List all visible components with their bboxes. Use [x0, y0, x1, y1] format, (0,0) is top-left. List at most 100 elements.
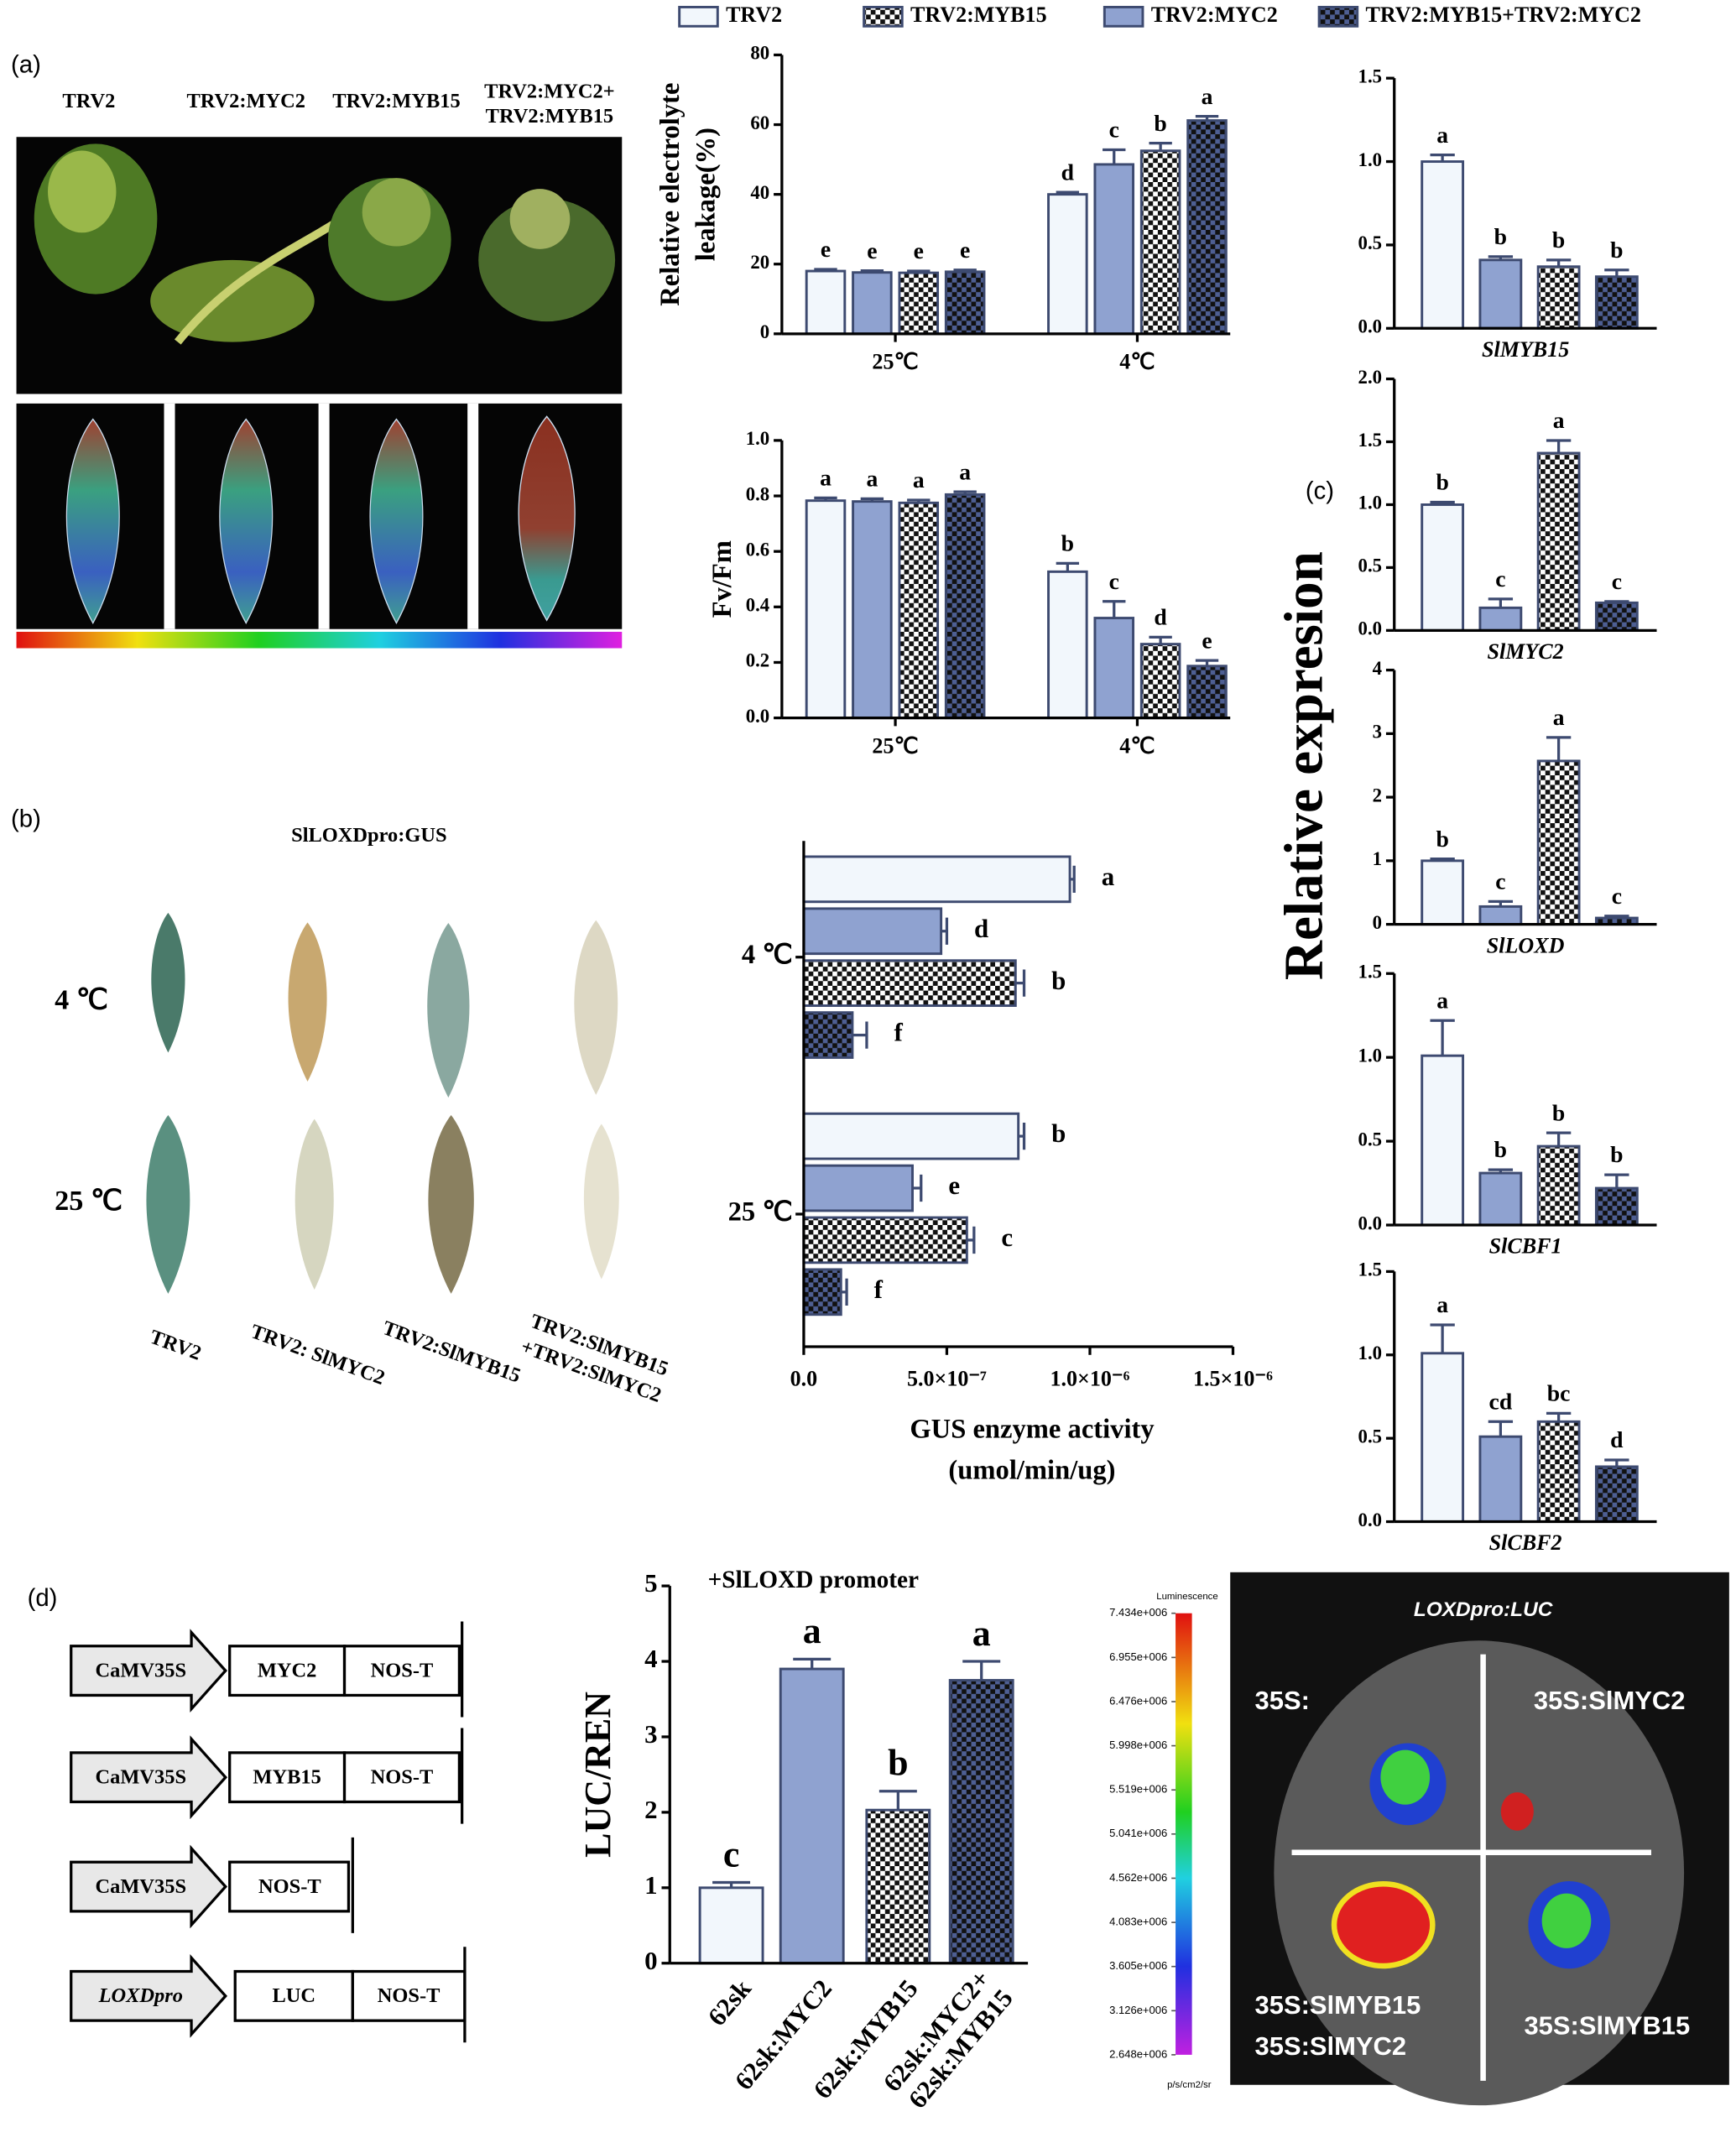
- leaf: [1274, 1640, 1685, 2106]
- significance-letter: b: [1061, 530, 1074, 556]
- significance-letter: b: [1436, 469, 1448, 495]
- bar: [1093, 617, 1135, 720]
- y-tick-label: 0.0: [1358, 316, 1383, 337]
- significance-letter: c: [1612, 883, 1622, 909]
- error-bar: [912, 1174, 923, 1202]
- legend-swatch: [863, 5, 904, 28]
- signal: [1380, 1749, 1431, 1805]
- bar: [1421, 1054, 1465, 1227]
- error-bar: [907, 498, 931, 503]
- error-bar: [793, 1657, 832, 1670]
- x-axis-label: SlCBF1: [1489, 1234, 1562, 1259]
- error-bar: [814, 268, 837, 272]
- y-tick-label: 4 ℃: [742, 940, 793, 970]
- bar: [898, 271, 940, 336]
- plant-photos: TRV2 TRV2:MYC2 TRV2:MYB15 TRV2:MYC2+ TRV…: [16, 81, 623, 649]
- error-bar: [941, 917, 949, 945]
- legend-swatch: [1103, 5, 1144, 28]
- bar: [1478, 1171, 1523, 1227]
- significance-letter: b: [1154, 110, 1166, 136]
- bar: [1536, 759, 1581, 926]
- bar: [944, 270, 986, 336]
- promoter-arrow: [70, 1735, 227, 1820]
- bar: [802, 855, 1071, 904]
- significance-letter: c: [1109, 568, 1119, 594]
- x-axis-label: (umol/min/ug): [948, 1455, 1115, 1485]
- significance-letter: b: [1494, 223, 1507, 249]
- bar: [865, 1808, 931, 1965]
- x-axis-label: SlMYB15: [1482, 337, 1569, 362]
- error-bar: [953, 490, 977, 495]
- significance-letter: e: [948, 1170, 960, 1200]
- plants: [34, 143, 616, 345]
- bar: [1421, 503, 1465, 632]
- error-bar: [1430, 857, 1455, 861]
- bar: [1478, 258, 1523, 330]
- y-tick-label: 1.0: [746, 428, 770, 449]
- error-bar: [1195, 114, 1219, 121]
- bar: [852, 271, 893, 336]
- significance-letter: b: [1552, 227, 1565, 253]
- significance-letter: e: [867, 237, 877, 263]
- y-tick-label: 0: [760, 321, 769, 342]
- bar: [1594, 1465, 1639, 1524]
- y-tick-label: 5: [644, 1568, 657, 1598]
- colorbar-tick-label: 5.041e+006: [1109, 1827, 1167, 1839]
- y-tick-label: 0.0: [1358, 1212, 1383, 1233]
- significance-letter: cd: [1489, 1388, 1513, 1414]
- construct-label: LOXDpro: [98, 1984, 183, 2007]
- x-axis-label: GUS enzyme activity: [910, 1415, 1154, 1445]
- construct-label: LUC: [272, 1984, 315, 2007]
- column-label: TRV2:SlMYB15: [379, 1316, 524, 1387]
- significance-letter: a: [1553, 704, 1565, 730]
- colorbar-tick-label: 4.083e+006: [1109, 1916, 1167, 1928]
- construct-label: CaMV35S: [96, 1765, 187, 1788]
- bar: [898, 501, 940, 720]
- y-tick-label: 2.0: [1358, 367, 1383, 388]
- significance-letter: a: [959, 458, 971, 484]
- quadrant-label: 35S:SlMYB15: [1255, 1990, 1421, 2020]
- y-tick-label: 0.5: [1358, 1129, 1383, 1150]
- bar: [802, 1268, 842, 1316]
- bar: [1421, 160, 1465, 330]
- error-bar: [1488, 1420, 1514, 1437]
- x-tick-label: 4℃: [1119, 733, 1155, 758]
- y-tick-label: 1: [1373, 848, 1382, 869]
- significance-letter: a: [1202, 83, 1213, 109]
- photo-label: TRV2:MYC2+: [484, 81, 615, 103]
- significance-letter: c: [1612, 568, 1622, 594]
- y-tick-label: 0.0: [746, 706, 770, 727]
- significance-letter: b: [1494, 1136, 1507, 1162]
- significance-letter: f: [874, 1275, 884, 1304]
- y-tick-label: 60: [750, 112, 769, 133]
- gene-box: [233, 1969, 354, 2022]
- y-tick-label: 0.8: [746, 483, 770, 504]
- bar: [948, 1679, 1014, 1965]
- y-tick-label: 1.0: [1358, 149, 1383, 170]
- colorbar-tick-label: 5.519e+006: [1109, 1783, 1167, 1796]
- significance-letter: a: [972, 1613, 991, 1654]
- separator: [318, 403, 330, 629]
- bar: [1186, 119, 1228, 336]
- error-bar: [1015, 969, 1026, 997]
- error-bar: [962, 1660, 1001, 1681]
- y-tick-label: 3: [644, 1719, 657, 1749]
- error-bar: [1430, 1323, 1455, 1353]
- significance-letter: a: [1102, 862, 1114, 891]
- x-axis-label: SlLOXD: [1487, 933, 1565, 957]
- error-bar: [860, 497, 884, 502]
- significance-letter: a: [866, 466, 878, 492]
- y-tick-label: 1.0: [1358, 493, 1383, 514]
- y-tick-label: 1.5: [1358, 430, 1383, 451]
- quadrant-label: 35S:: [1255, 1686, 1310, 1715]
- significance-letter: e: [960, 237, 970, 263]
- error-bar: [1488, 597, 1514, 608]
- significance-letter: b: [1610, 1141, 1623, 1167]
- y-axis-label: leakage(%): [691, 128, 721, 261]
- y-tick-label: 0.0: [1358, 618, 1383, 639]
- error-bar: [1488, 899, 1514, 907]
- signal: [1331, 1881, 1436, 1969]
- colorbar-tick-label: 7.434e+006: [1109, 1606, 1167, 1619]
- significance-letter: d: [1154, 604, 1167, 630]
- y-tick-label: 0.0: [1358, 1509, 1383, 1530]
